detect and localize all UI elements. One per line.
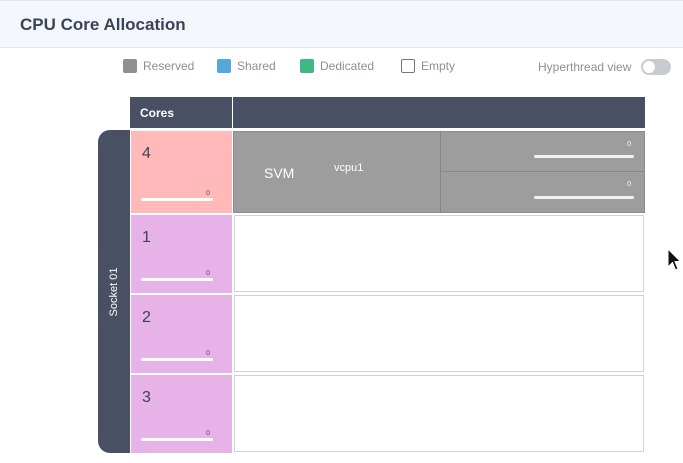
core-cell-3[interactable]: 3 0: [131, 375, 232, 453]
page-title: CPU Core Allocation: [20, 15, 186, 34]
core-number: 4: [142, 145, 151, 162]
shared-swatch-icon: [217, 59, 231, 73]
empty-allocation-slot[interactable]: [234, 215, 644, 292]
legend-label: Empty: [421, 59, 456, 73]
legend-item-dedicated: Dedicated: [300, 59, 374, 73]
core-usage-bar: [141, 278, 213, 281]
allocation-column-header: [233, 97, 645, 128]
core-cell-2[interactable]: 2 0: [131, 295, 232, 373]
core-cell-1[interactable]: 1 0: [131, 215, 232, 293]
legend-label: Dedicated: [320, 59, 375, 73]
legend: Reserved Shared Dedicated Empty: [0, 59, 683, 77]
thread-usage-value: 0: [627, 141, 631, 148]
thread-usage-bar: [534, 196, 634, 199]
core-usage-bar: [141, 198, 213, 201]
empty-allocation-slot[interactable]: [234, 375, 644, 452]
core-usage-value: 0: [206, 270, 210, 277]
core-number: 2: [142, 309, 151, 326]
vcpu-label: vcpu1: [334, 162, 364, 174]
page-header: CPU Core Allocation: [0, 0, 683, 48]
core-usage-value: 0: [206, 190, 210, 197]
core-usage-bar: [141, 358, 213, 361]
hyperthread-view-control: Hyperthread view: [538, 59, 672, 75]
cores-column-header: Cores: [130, 97, 232, 128]
toggle-knob: [643, 61, 656, 73]
hyperthread-toggle[interactable]: [641, 59, 672, 75]
core-cell-4[interactable]: 4 0: [131, 131, 232, 213]
thread-slot[interactable]: 0: [440, 132, 644, 172]
legend-item-reserved: Reserved: [123, 59, 194, 73]
core-usage-value: 0: [206, 350, 210, 357]
socket-label-bar: Socket 01: [98, 130, 130, 453]
thread-slot[interactable]: 0: [440, 172, 644, 212]
empty-swatch-icon: [401, 59, 415, 73]
core-usage-value: 0: [206, 430, 210, 437]
socket-label: Socket 01: [108, 267, 120, 316]
thread-usage-value: 0: [627, 181, 631, 188]
empty-allocation-slot[interactable]: [234, 295, 644, 372]
dedicated-swatch-icon: [300, 59, 314, 73]
vm-name: SVM: [264, 165, 295, 181]
core-number: 3: [142, 389, 151, 406]
vm-allocation-block[interactable]: SVM vcpu1 0 0: [233, 131, 645, 213]
mouse-cursor-icon: [667, 248, 681, 271]
legend-item-shared: Shared: [217, 59, 276, 73]
core-number: 1: [142, 229, 151, 246]
legend-item-empty: Empty: [401, 59, 455, 73]
thread-usage-bar: [534, 155, 634, 158]
core-usage-bar: [141, 438, 213, 441]
legend-label: Reserved: [143, 59, 195, 73]
legend-label: Shared: [237, 59, 276, 73]
reserved-swatch-icon: [123, 59, 137, 73]
hyperthread-label: Hyperthread view: [538, 60, 632, 74]
